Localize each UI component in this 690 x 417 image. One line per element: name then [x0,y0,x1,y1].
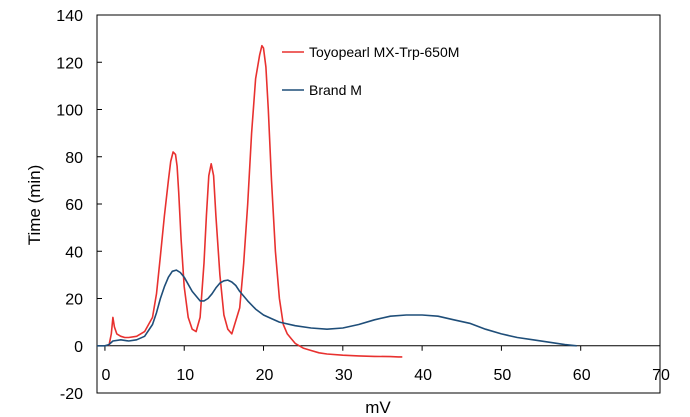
x-axis-title: mV [365,398,391,417]
y-tick-label: 100 [56,103,83,120]
y-tick-label: 40 [65,244,83,261]
x-tick-label: 70 [652,367,670,384]
series-line-toyopearl [108,44,403,358]
y-tick-label: 120 [56,55,83,72]
y-tick-label: 60 [65,197,83,214]
series-layer [97,44,577,358]
y-tick-label: 80 [65,150,83,167]
y-tick-label: 140 [56,8,83,25]
x-axis-ticks: 0 10 20 30 40 50 60 70 [101,345,670,384]
x-tick-label: 10 [176,367,194,384]
x-tick-label: 50 [494,367,512,384]
x-tick-label: 60 [573,367,591,384]
y-tick-label: -20 [60,386,83,403]
legend-label-toyopearl: Toyopearl MX-Trp-650M [309,44,459,60]
x-tick-label: 0 [101,367,110,384]
x-tick-label: 40 [414,367,432,384]
y-tick-label: 20 [65,292,83,309]
legend: Toyopearl MX-Trp-650M Brand M [282,44,459,98]
legend-label-brand-m: Brand M [309,82,362,98]
x-tick-label: 20 [256,367,274,384]
y-tick-label: 0 [74,339,83,356]
y-axis-ticks: -20 0 20 40 60 80 100 120 140 [56,8,102,403]
x-tick-label: 30 [335,367,353,384]
plot-area-frame [96,14,661,394]
series-line-brand-m [97,269,577,347]
y-axis-title: Time (min) [25,165,44,246]
